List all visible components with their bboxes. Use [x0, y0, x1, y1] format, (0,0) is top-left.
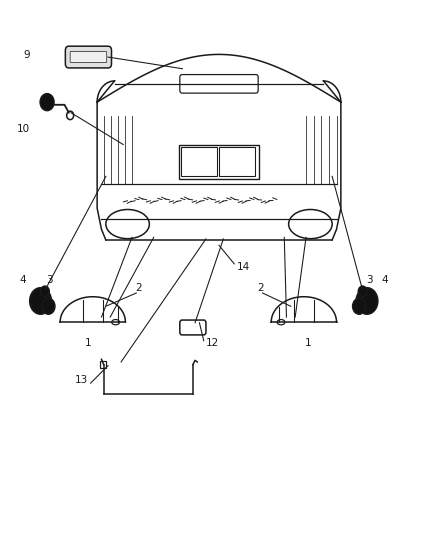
- Circle shape: [356, 288, 378, 314]
- Text: 3: 3: [366, 274, 372, 285]
- Bar: [100, 361, 106, 368]
- Text: 9: 9: [23, 51, 30, 60]
- Circle shape: [41, 286, 49, 297]
- Circle shape: [67, 111, 74, 119]
- Text: 13: 13: [75, 375, 88, 385]
- Circle shape: [30, 288, 51, 314]
- Bar: [219, 147, 255, 176]
- Text: 4: 4: [381, 274, 388, 285]
- Ellipse shape: [289, 209, 332, 239]
- Circle shape: [358, 286, 367, 297]
- Text: 2: 2: [135, 282, 142, 293]
- Circle shape: [353, 298, 366, 314]
- FancyBboxPatch shape: [65, 46, 112, 68]
- Bar: [179, 144, 259, 179]
- Text: 12: 12: [206, 338, 219, 349]
- Text: 4: 4: [20, 274, 26, 285]
- FancyBboxPatch shape: [180, 75, 258, 93]
- Ellipse shape: [112, 319, 120, 325]
- Text: 2: 2: [257, 282, 264, 293]
- Text: 10: 10: [17, 124, 30, 134]
- Text: 1: 1: [305, 338, 311, 349]
- Text: 1: 1: [85, 338, 92, 349]
- FancyBboxPatch shape: [180, 320, 206, 335]
- Bar: [181, 147, 217, 176]
- Text: 3: 3: [46, 274, 53, 285]
- Circle shape: [42, 298, 55, 314]
- FancyBboxPatch shape: [70, 52, 107, 63]
- Ellipse shape: [106, 209, 149, 239]
- Ellipse shape: [277, 319, 285, 325]
- Circle shape: [40, 94, 54, 111]
- Text: 14: 14: [237, 262, 250, 271]
